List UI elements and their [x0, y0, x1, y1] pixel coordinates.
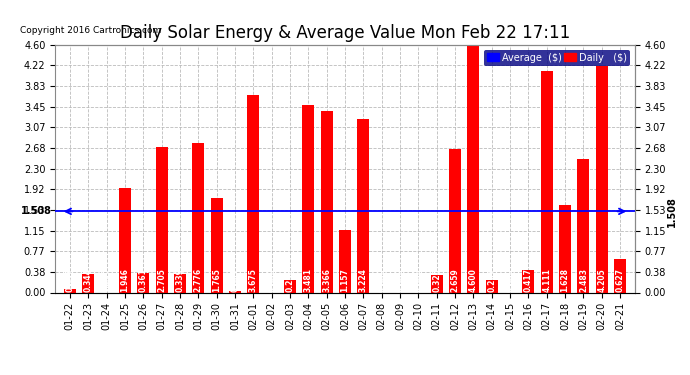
Bar: [119, 188, 131, 292]
Bar: [357, 119, 369, 292]
Text: 0.320: 0.320: [432, 268, 441, 292]
Text: 0.417: 0.417: [524, 268, 533, 292]
Bar: [339, 230, 351, 292]
Text: 0.361: 0.361: [139, 268, 148, 292]
Bar: [82, 274, 94, 292]
Text: 1.157: 1.157: [340, 268, 350, 292]
Bar: [137, 273, 149, 292]
Text: 3.481: 3.481: [304, 268, 313, 292]
Text: Copyright 2016 Cartronics.com: Copyright 2016 Cartronics.com: [21, 26, 161, 35]
Text: 0.339: 0.339: [175, 268, 184, 292]
Bar: [193, 143, 204, 292]
Bar: [541, 71, 553, 292]
Text: 1.508: 1.508: [21, 206, 52, 216]
Text: 0.057: 0.057: [66, 268, 75, 292]
Text: 0.627: 0.627: [615, 268, 624, 292]
Bar: [64, 290, 76, 292]
Text: 0.344: 0.344: [83, 268, 92, 292]
Text: 4.600: 4.600: [469, 268, 478, 292]
Bar: [431, 275, 443, 292]
Bar: [559, 205, 571, 292]
Bar: [467, 45, 480, 292]
Text: 1.508: 1.508: [667, 196, 677, 227]
Bar: [578, 159, 589, 292]
Text: 0.000: 0.000: [506, 268, 515, 292]
Text: 1.628: 1.628: [560, 268, 570, 292]
Text: 2.705: 2.705: [157, 268, 166, 292]
Bar: [596, 66, 608, 292]
Text: 0.000: 0.000: [102, 268, 111, 292]
Text: 0.021: 0.021: [230, 268, 239, 292]
Bar: [302, 105, 314, 292]
Text: 3.366: 3.366: [322, 268, 331, 292]
Text: 4.111: 4.111: [542, 268, 551, 292]
Title: Daily Solar Energy & Average Value Mon Feb 22 17:11: Daily Solar Energy & Average Value Mon F…: [120, 24, 570, 42]
Bar: [210, 198, 223, 292]
Text: 4.205: 4.205: [598, 268, 607, 292]
Text: 0.000: 0.000: [395, 268, 404, 292]
Text: 0.227: 0.227: [487, 268, 496, 292]
Bar: [156, 147, 168, 292]
Text: 3.224: 3.224: [359, 268, 368, 292]
Text: 2.776: 2.776: [194, 268, 203, 292]
Text: 0.000: 0.000: [267, 268, 276, 292]
Legend: Average  ($), Daily   ($): Average ($), Daily ($): [484, 50, 630, 66]
Text: 2.659: 2.659: [451, 268, 460, 292]
Bar: [229, 291, 241, 292]
Bar: [486, 280, 497, 292]
Bar: [614, 259, 626, 292]
Text: 0.238: 0.238: [286, 268, 295, 292]
Text: 1.765: 1.765: [212, 268, 221, 292]
Bar: [449, 149, 461, 292]
Text: 2.483: 2.483: [579, 268, 588, 292]
Text: 0.000: 0.000: [414, 268, 423, 292]
Bar: [247, 95, 259, 292]
Bar: [321, 111, 333, 292]
Bar: [174, 274, 186, 292]
Bar: [284, 280, 296, 292]
Text: 3.675: 3.675: [249, 268, 258, 292]
Text: 0.000: 0.000: [377, 268, 386, 292]
Text: 1.946: 1.946: [120, 268, 130, 292]
Bar: [522, 270, 534, 292]
